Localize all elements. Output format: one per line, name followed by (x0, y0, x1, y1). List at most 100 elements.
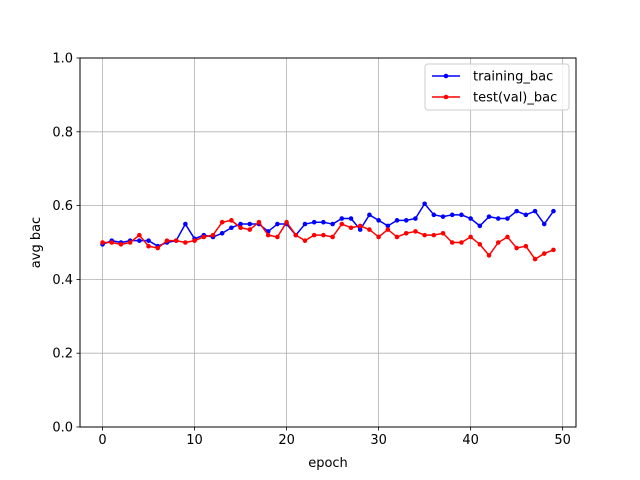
data-point (413, 229, 418, 234)
data-point (321, 219, 326, 225)
data-point (265, 232, 271, 238)
data-point (127, 240, 133, 245)
data-point (394, 234, 400, 240)
data-point (422, 201, 427, 207)
data-point (311, 232, 317, 238)
data-point (459, 240, 464, 245)
data-point (238, 221, 243, 227)
data-point (551, 247, 556, 253)
data-point (357, 223, 363, 229)
plot-frame (79, 57, 577, 428)
data-point (293, 232, 299, 238)
legend-label: training_bac (473, 70, 553, 85)
y-tick-label: 0.8 (52, 125, 73, 140)
x-tick-label: 50 (554, 433, 571, 448)
data-point (109, 240, 115, 245)
data-point (247, 227, 253, 232)
data-point (100, 240, 105, 245)
data-point (219, 230, 225, 236)
legend: training_bac test(val)_bac (424, 63, 570, 111)
data-point (348, 225, 354, 231)
data-point (275, 221, 280, 227)
data-point (183, 240, 188, 245)
y-tick-label: 1.0 (52, 52, 73, 67)
data-point (201, 234, 207, 240)
data-point (137, 232, 142, 238)
data-point (403, 218, 409, 223)
data-point (449, 240, 455, 245)
data-point (118, 242, 124, 247)
x-tick-label: 10 (186, 433, 203, 448)
data-point (339, 216, 345, 221)
data-point (505, 234, 510, 240)
data-point (541, 251, 547, 256)
data-point (302, 221, 308, 227)
data-point (514, 208, 519, 214)
data-point (229, 225, 234, 231)
data-point (431, 212, 437, 218)
y-tick-label: 0.6 (52, 199, 73, 214)
data-point (183, 221, 188, 227)
data-point (275, 234, 280, 240)
data-point (376, 234, 381, 240)
data-point (137, 238, 142, 243)
y-tick-label: 0.2 (52, 347, 73, 362)
data-point (192, 238, 197, 243)
data-point (505, 216, 510, 221)
data-point (495, 240, 501, 245)
data-point (541, 221, 547, 227)
legend-swatch-marker (443, 94, 449, 100)
data-point (486, 253, 492, 258)
data-point (247, 221, 253, 227)
x-tick-label: 30 (370, 433, 387, 448)
series-layer (100, 201, 556, 262)
data-point (238, 225, 243, 231)
data-point (394, 218, 400, 223)
data-point (532, 256, 538, 262)
data-point (523, 243, 529, 249)
axis-ticks: 0 10 20 30 40 50 0.0 0.2 0.4 0.6 0.8 1.0 (52, 52, 571, 449)
legend-box (424, 63, 570, 111)
data-point (330, 221, 335, 227)
data-point (449, 212, 455, 218)
x-tick-label: 0 (98, 433, 106, 448)
x-axis-label: epoch (308, 456, 348, 471)
y-axis-label: avg bac (29, 217, 44, 268)
data-point (486, 214, 492, 219)
series-line (102, 203, 555, 247)
data-point (385, 223, 391, 229)
data-point (532, 208, 538, 214)
data-point (146, 238, 151, 243)
series-1 (100, 218, 556, 262)
legend-label: test(val)_bac (473, 91, 557, 106)
data-point (468, 234, 473, 240)
data-point (348, 216, 354, 221)
y-tick-label: 0.4 (52, 273, 73, 288)
data-point (431, 232, 437, 238)
data-point (330, 234, 335, 240)
data-point (357, 227, 363, 232)
data-point (210, 232, 216, 238)
data-point (459, 212, 464, 218)
data-point (413, 216, 418, 221)
data-point (367, 212, 372, 218)
data-point (477, 223, 483, 229)
series-line (102, 219, 554, 260)
data-point (376, 218, 381, 223)
data-point (256, 219, 262, 225)
data-point (339, 221, 345, 227)
x-tick-label: 20 (278, 433, 295, 448)
legend-swatch-marker (443, 73, 449, 79)
data-point (284, 219, 289, 225)
data-point (440, 230, 446, 236)
data-point (523, 212, 529, 218)
series-0 (100, 201, 556, 249)
data-point (440, 214, 446, 219)
data-point (403, 230, 409, 236)
data-point (468, 216, 473, 221)
grid-lines (80, 57, 576, 428)
data-point (321, 232, 326, 238)
data-point (477, 242, 483, 247)
data-point (302, 238, 308, 243)
